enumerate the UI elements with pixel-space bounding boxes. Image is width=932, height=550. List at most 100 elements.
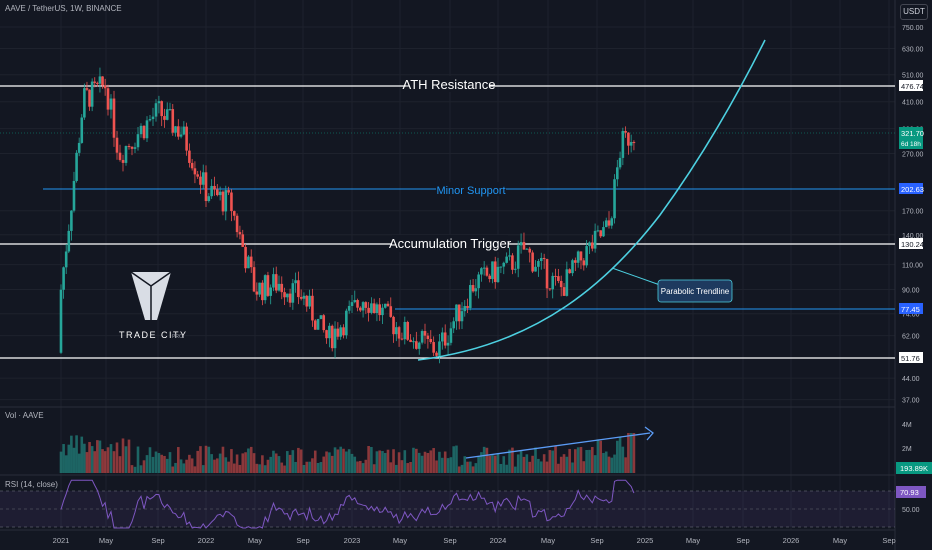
- candle-body: [426, 335, 430, 340]
- volume-bar: [83, 443, 86, 473]
- candle-body: [196, 174, 199, 177]
- volume-bar: [613, 454, 616, 473]
- volume-bar: [423, 451, 427, 473]
- candle-body: [277, 283, 281, 291]
- rsi-tick-50: 50.00: [902, 507, 920, 514]
- candle-body: [621, 130, 625, 158]
- candle-body: [305, 295, 309, 307]
- volume-arrow-head: [644, 426, 654, 441]
- time-axis[interactable]: 2021 May Sep 2022 May Sep 2023 May Sep 2024 May Sep…: [53, 536, 896, 545]
- candle-body: [177, 126, 180, 137]
- volume-bar: [163, 455, 166, 473]
- price-label: 77.45: [901, 305, 920, 314]
- price-label: 51.76: [901, 354, 920, 363]
- volume-bar: [477, 456, 480, 473]
- volume-bar: [232, 463, 236, 473]
- candle-body: [124, 146, 128, 163]
- rsi-pane-label[interactable]: RSI (14, close): [5, 480, 58, 489]
- time-tick: 2025: [637, 536, 654, 545]
- volume-bar: [528, 461, 532, 473]
- candle-body: [171, 109, 175, 133]
- candle-body: [392, 316, 395, 335]
- candle-body: [406, 321, 409, 340]
- volume-bar: [432, 448, 435, 473]
- candle-body: [604, 220, 608, 228]
- volume-bar: [469, 461, 472, 473]
- candle-body: [446, 342, 450, 346]
- volume-bar: [174, 462, 177, 473]
- time-tick: May: [833, 536, 847, 545]
- price-tick: 270.00: [902, 151, 924, 158]
- price-axis[interactable]: 750.00630.00510.00410.00330.00270.00170.…: [899, 25, 924, 405]
- candle-body: [103, 85, 107, 89]
- volume-bar: [604, 451, 608, 473]
- time-tick: May: [393, 536, 407, 545]
- candle-body: [618, 157, 622, 168]
- candle-body: [130, 146, 134, 149]
- volume-bar: [247, 448, 250, 473]
- volume-bar: [542, 454, 546, 473]
- candle-body: [274, 274, 278, 291]
- time-tick: Sep: [736, 536, 749, 545]
- volume-pane-label[interactable]: Vol · AAVE: [5, 411, 44, 420]
- candle-body: [610, 218, 614, 226]
- candle-body: [316, 318, 320, 330]
- volume-bar: [593, 455, 597, 473]
- candle-body: [613, 179, 616, 219]
- candle-body: [288, 293, 292, 303]
- volume-bar: [568, 448, 571, 473]
- candle-body: [148, 119, 152, 121]
- candle-body: [559, 280, 563, 288]
- volume-bar: [249, 446, 253, 473]
- volume-bar: [157, 453, 161, 473]
- volume-bar: [127, 439, 131, 473]
- unit-button[interactable]: USDT: [900, 4, 928, 20]
- candle-body: [182, 126, 186, 135]
- candle-body: [154, 103, 158, 117]
- volume-bar: [551, 450, 555, 473]
- candle-body: [386, 303, 390, 307]
- volume-bar: [397, 452, 401, 473]
- volume-bar: [145, 455, 149, 473]
- candle-body: [336, 328, 340, 337]
- price-tick: 90.00: [902, 287, 920, 294]
- volume-bar: [121, 438, 125, 473]
- volume-bar: [272, 450, 275, 473]
- volume-bar: [322, 456, 326, 473]
- candle-body: [151, 116, 155, 120]
- candle-body: [313, 320, 317, 330]
- candle-body: [493, 261, 497, 283]
- volume-bar: [185, 459, 188, 473]
- candle-body: [485, 267, 489, 276]
- volume-bar: [446, 458, 450, 473]
- ath-label-bg: [406, 76, 490, 92]
- volume-trend-arrow[interactable]: [465, 432, 651, 459]
- volume-bar: [367, 446, 370, 473]
- parabolic-trendline[interactable]: [417, 39, 766, 361]
- candle-body: [347, 305, 351, 311]
- time-tick: Sep: [590, 536, 603, 545]
- volume-bar: [165, 458, 169, 473]
- volume-bar: [389, 462, 393, 473]
- candle-body: [554, 275, 557, 277]
- volume-bar: [238, 464, 242, 473]
- volume-bar: [75, 435, 78, 473]
- candle-body: [235, 215, 239, 233]
- volume-bar: [496, 453, 500, 473]
- volume-bar: [400, 460, 404, 473]
- candle-body: [64, 251, 68, 268]
- candle-body: [460, 311, 464, 322]
- price-label-bg: [899, 127, 923, 149]
- rsi-line: [60, 479, 635, 529]
- symbol-header[interactable]: AAVE / TetherUS, 1W, BINANCE: [5, 4, 122, 13]
- volume-bar: [316, 462, 320, 473]
- candle-body: [263, 275, 267, 301]
- candle-body: [516, 245, 520, 269]
- time-tick: May: [99, 536, 113, 545]
- volume-bar: [67, 444, 71, 473]
- candle-body: [67, 230, 71, 252]
- parabolic-callout-box[interactable]: [657, 279, 733, 303]
- candle-body: [557, 276, 560, 281]
- candle-body: [109, 98, 113, 110]
